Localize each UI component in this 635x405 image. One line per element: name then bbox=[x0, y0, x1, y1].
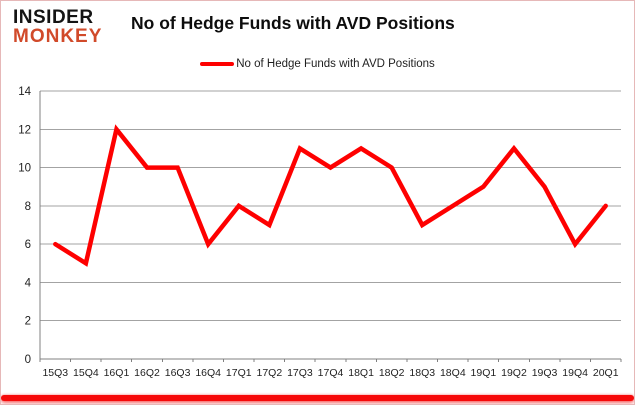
x-tick-label: 19Q4 bbox=[562, 367, 588, 379]
logo-line-insider: INSIDER bbox=[13, 7, 94, 28]
y-tick-label: 2 bbox=[25, 316, 31, 328]
y-tick-label: 6 bbox=[25, 239, 31, 251]
x-tick-label: 17Q1 bbox=[226, 367, 252, 379]
x-tick-label: 18Q2 bbox=[379, 367, 405, 379]
x-tick-label: 19Q1 bbox=[471, 367, 497, 379]
x-tick-label: 18Q4 bbox=[440, 367, 466, 379]
x-tick-label: 17Q2 bbox=[256, 367, 282, 379]
x-tick-label: 16Q3 bbox=[165, 367, 191, 379]
y-tick-label: 12 bbox=[18, 124, 31, 136]
y-tick-label: 4 bbox=[25, 277, 32, 289]
chart-title: No of Hedge Funds with AVD Positions bbox=[131, 13, 455, 33]
legend-line-sample bbox=[200, 62, 235, 66]
chart-legend: No of Hedge Funds with AVD Positions bbox=[1, 58, 634, 70]
x-tick-label: 18Q1 bbox=[348, 367, 374, 379]
insider-monkey-logo: INSIDER MONKEY bbox=[13, 8, 102, 46]
y-tick-label: 14 bbox=[18, 86, 31, 98]
x-tick-label: 19Q3 bbox=[532, 367, 558, 379]
x-tick-label: 16Q4 bbox=[195, 367, 221, 379]
x-tick-label: 19Q2 bbox=[501, 367, 527, 379]
red-bottom-glow-bar bbox=[1, 395, 634, 401]
x-tick-label: 18Q3 bbox=[409, 367, 435, 379]
logo-line-monkey: MONKEY bbox=[13, 26, 103, 47]
y-tick-label: 8 bbox=[25, 201, 31, 213]
x-tick-label: 17Q3 bbox=[287, 367, 313, 379]
x-tick-label: 15Q4 bbox=[73, 367, 99, 379]
legend-label: No of Hedge Funds with AVD Positions bbox=[236, 58, 435, 70]
x-tick-label: 16Q2 bbox=[134, 367, 160, 379]
x-tick-label: 16Q1 bbox=[104, 367, 130, 379]
x-tick-label: 20Q1 bbox=[593, 367, 619, 379]
series-line bbox=[53, 124, 608, 267]
x-tick-label: 17Q4 bbox=[318, 367, 344, 379]
x-tick-label: 15Q3 bbox=[42, 367, 68, 379]
y-tick-label: 10 bbox=[18, 163, 31, 175]
y-tick-label: 0 bbox=[25, 354, 31, 366]
